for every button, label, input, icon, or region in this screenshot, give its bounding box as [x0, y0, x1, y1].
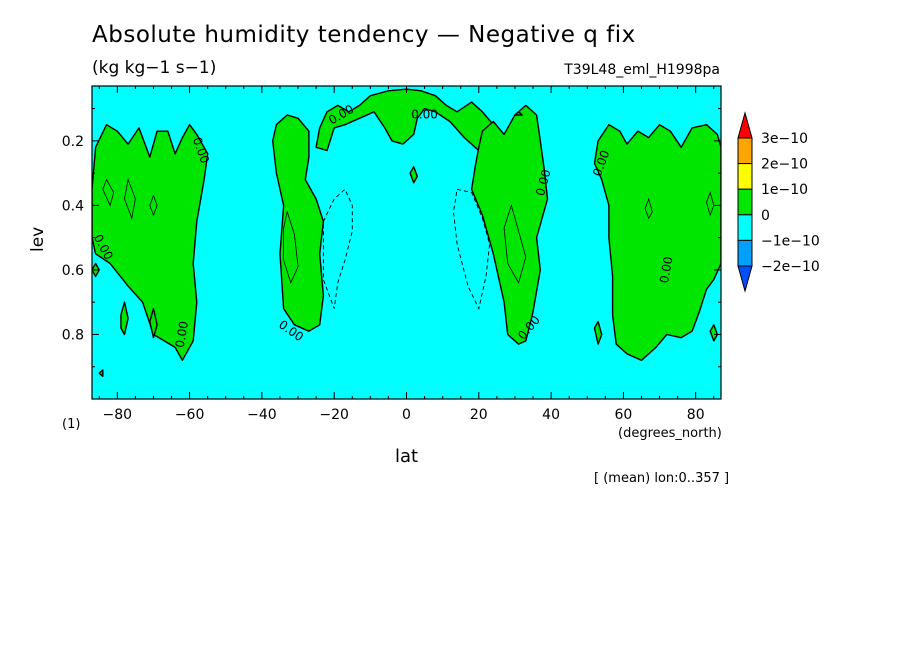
colorbar-segment-0	[737, 137, 753, 165]
contour-label-7: 0.00	[533, 168, 553, 197]
negative-contour-1	[453, 188, 491, 310]
colorbar-segment-bottom	[737, 265, 753, 293]
chart-title: Absolute humidity tendency — Negative q …	[92, 22, 636, 48]
x-tick-label-5: 20	[470, 407, 488, 423]
x-tick-label-8: 80	[687, 407, 705, 423]
colorbar-segment-4	[737, 239, 753, 267]
colorbar-label-3: 0	[761, 208, 770, 224]
x-axis-units: (degrees_north)	[618, 426, 722, 441]
colorbar-label-2: 1e−10	[761, 182, 808, 198]
positive-max-contour-3	[283, 210, 299, 284]
y-axis-units: (1)	[62, 417, 81, 432]
colorbar-segment-1	[737, 163, 753, 190]
x-tick-label-4: 0	[402, 407, 411, 423]
x-tick-label-6: 40	[542, 407, 560, 423]
negative-contour-0	[322, 188, 353, 309]
colorbar-label-4: −1e−10	[761, 233, 820, 249]
x-tick-label-2: −40	[247, 407, 277, 423]
positive-max-contour-6	[706, 191, 715, 217]
run-id: T39L48_eml_H1998pa	[564, 62, 720, 78]
positive-region-3	[470, 104, 549, 345]
contour-label-9: 0.00	[657, 255, 675, 284]
positive-region-11	[98, 369, 104, 378]
x-tick-label-1: −60	[175, 407, 205, 423]
contour-label-2: 0.00	[173, 320, 191, 349]
mean-note: [ (mean) lon:0..357 ]	[594, 471, 730, 486]
positive-max-contour-4	[503, 204, 527, 284]
y-tick-label-1: 0.4	[62, 198, 84, 214]
colorbar-label-5: −2e−10	[761, 259, 820, 275]
x-tick-label-3: −20	[319, 407, 349, 423]
x-axis-label: lat	[395, 446, 419, 467]
positive-region-7	[149, 307, 158, 339]
positive-max-contour-5	[644, 197, 653, 220]
positive-region-12	[514, 111, 523, 116]
colorbar-segment-3	[737, 214, 753, 241]
colorbar-label-0: 3e−10	[761, 131, 808, 147]
plot-area	[92, 86, 721, 399]
contour-label-5: 0.00	[411, 108, 438, 122]
positive-region-8	[409, 166, 418, 184]
colorbar-label-1: 2e−10	[761, 157, 808, 173]
y-tick-label-3: 0.8	[62, 327, 84, 343]
y-tick-label-2: 0.6	[62, 263, 84, 279]
positive-region-1	[272, 114, 325, 332]
colorbar-segment-top	[737, 111, 753, 139]
y-tick-label-0: 0.2	[62, 134, 84, 150]
chart-units: (kg kg−1 s−1)	[92, 58, 217, 78]
positive-region-4	[593, 124, 721, 361]
positive-region-0	[92, 124, 209, 361]
positive-region-6	[120, 301, 129, 336]
positive-max-contour-0	[102, 178, 115, 207]
positive-max-contour-1	[124, 178, 136, 220]
positive-max-contour-2	[149, 194, 158, 217]
colorbar-segment-2	[737, 188, 753, 216]
x-tick-label-7: 60	[614, 407, 632, 423]
x-tick-label-0: −80	[103, 407, 133, 423]
positive-region-9	[593, 320, 603, 345]
